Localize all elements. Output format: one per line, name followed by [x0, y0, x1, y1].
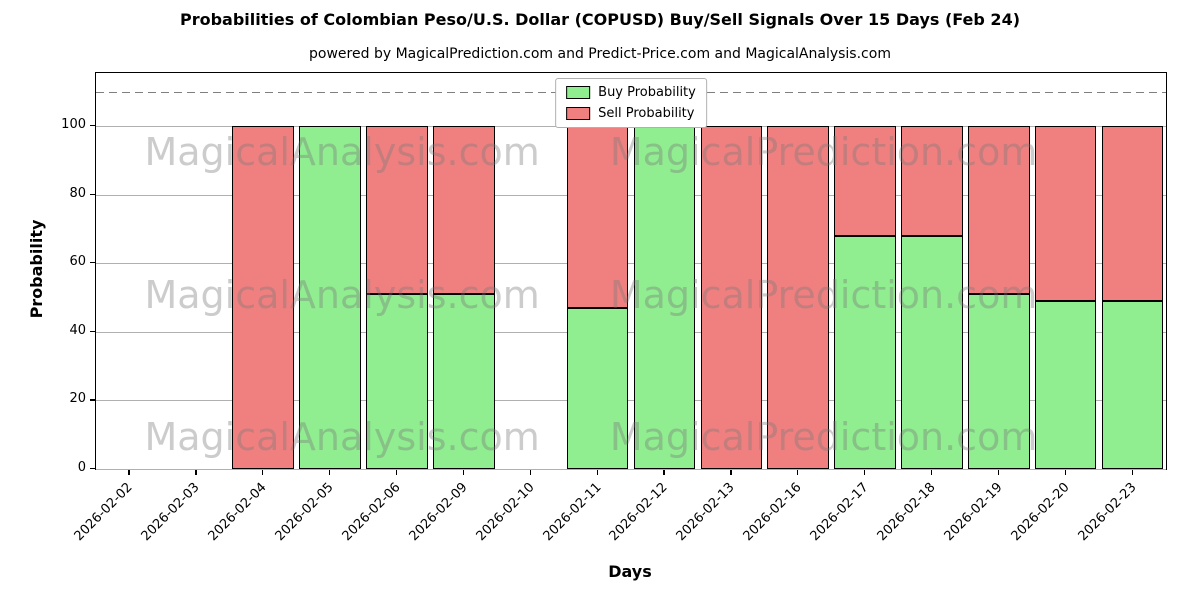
y-gridline	[96, 469, 1166, 470]
x-tick-mark	[1131, 470, 1133, 475]
x-tick-mark	[864, 470, 866, 475]
legend-item-sell: Sell Probability	[566, 106, 696, 121]
y-tick-mark	[90, 193, 95, 195]
buy-bar-segment	[633, 126, 696, 469]
buy-bar-segment	[834, 235, 896, 469]
y-tick-label: 60	[69, 254, 86, 270]
x-axis-label: Days	[608, 562, 652, 581]
sell-bar-segment	[700, 126, 763, 469]
x-tick-mark	[128, 470, 130, 475]
sell-bar-segment	[366, 126, 428, 295]
y-gridline	[96, 194, 1166, 196]
sell-bar-segment	[901, 126, 963, 236]
legend-item-buy: Buy Probability	[566, 85, 696, 100]
sell-bar-segment	[767, 126, 829, 469]
y-tick-mark	[90, 468, 95, 470]
y-tick-label: 100	[61, 117, 86, 133]
y-tick-mark	[90, 262, 95, 264]
x-tick-mark	[663, 470, 665, 475]
sell-probability-swatch	[566, 107, 591, 120]
legend-label-buy: Buy Probability	[598, 85, 696, 100]
plot-area: Buy Probability Sell Probability Magical…	[95, 72, 1167, 470]
x-tick-mark	[1064, 470, 1066, 475]
x-tick-mark	[730, 470, 732, 475]
buy-bar-segment	[1034, 301, 1097, 469]
x-tick-mark	[462, 470, 464, 475]
buy-bar-segment	[901, 235, 963, 469]
sell-bar-segment	[1034, 126, 1097, 301]
sell-bar-segment	[433, 126, 495, 295]
y-gridline	[96, 263, 1166, 265]
chart-subtitle: powered by MagicalPrediction.com and Pre…	[309, 46, 891, 62]
y-tick-mark	[90, 399, 95, 401]
x-tick-mark	[997, 470, 999, 475]
sell-bar-segment	[968, 126, 1030, 295]
buy-bar-segment	[968, 294, 1030, 469]
buy-bar-segment	[299, 126, 361, 469]
sell-bar-segment	[834, 126, 896, 236]
buy-bar-segment	[1101, 301, 1164, 469]
y-gridline	[96, 400, 1166, 402]
x-tick-mark	[395, 470, 398, 475]
x-tick-mark	[329, 470, 331, 475]
sell-bar-segment	[1101, 126, 1164, 301]
sell-bar-segment	[566, 126, 629, 308]
y-tick-mark	[90, 330, 95, 333]
x-tick-mark	[797, 470, 799, 475]
buy-probability-swatch	[566, 86, 591, 99]
y-gridline	[96, 331, 1166, 333]
y-tick-label: 40	[69, 322, 86, 338]
x-tick-mark	[529, 470, 531, 475]
y-tick-mark	[90, 125, 95, 127]
x-tick-mark	[930, 470, 933, 475]
x-tick-mark	[262, 470, 264, 475]
buy-bar-segment	[366, 294, 428, 469]
legend: Buy Probability Sell Probability	[555, 78, 707, 128]
sell-bar-segment	[232, 126, 294, 469]
legend-label-sell: Sell Probability	[598, 106, 695, 121]
y-tick-label: 20	[69, 391, 86, 407]
y-tick-label: 80	[69, 185, 86, 201]
y-tick-label: 0	[77, 460, 86, 475]
buy-bar-segment	[433, 294, 495, 469]
x-tick-mark	[195, 470, 197, 475]
buy-bar-segment	[566, 307, 629, 469]
chart-title: Probabilities of Colombian Peso/U.S. Dol…	[179, 10, 1021, 29]
x-tick-mark	[596, 470, 598, 475]
